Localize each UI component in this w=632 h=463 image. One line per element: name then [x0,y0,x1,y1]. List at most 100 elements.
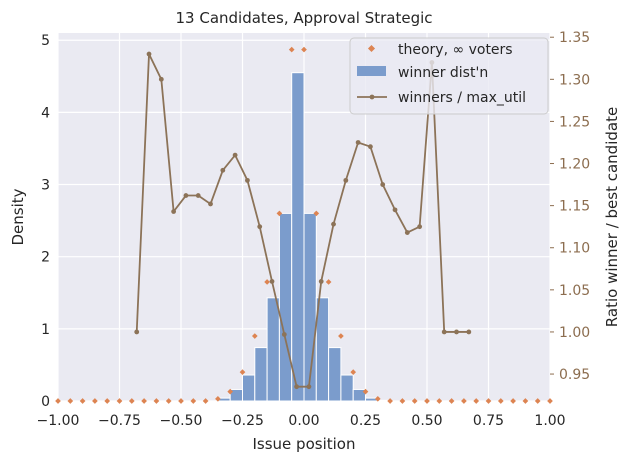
ticks-group: −1.00 −0.75 −0.50 −0.25 0.00 0.25 0.50 0.75 1.00… [37,30,591,429]
y2-tick-label-6: 1.25 [559,114,590,130]
ratio-point-26 [454,329,459,335]
ratio-point-13 [294,384,300,390]
x-tick-label-8: 1.00 [534,413,565,429]
theory-point-23 [338,333,344,339]
ratio-point-1 [146,51,152,57]
theory-point-4 [104,398,111,404]
theory-point-2 [79,398,86,404]
theory-point-40 [547,398,553,404]
theory-point-29 [411,398,418,404]
y2-tick-label-7: 1.30 [559,72,590,88]
ratio-point-20 [380,182,386,187]
legend-label-bars: winner dist'n [398,65,488,81]
chart-title: 13 Candidates, Approval Strategic [175,9,432,27]
theory-point-1 [67,398,74,404]
theory-point-3 [92,398,98,404]
theory-point-30 [424,398,430,404]
legend: theory, ∞ voters winner dist'n winners /… [349,37,549,115]
bar-3 [254,347,268,402]
ratio-point-10 [257,224,263,230]
x-axis-label: Issue position [253,435,356,453]
ratio-point-25 [441,329,447,335]
theory-point-33 [461,398,467,404]
theory-point-35 [485,398,492,404]
ratio-point-4 [183,193,189,198]
theory-point-7 [141,398,147,404]
ratio-point-11 [269,279,275,284]
y2-axis-label: Ratio winner / best candidate [603,107,621,327]
ratio-line-group [134,51,472,390]
theory-point-25 [362,388,369,395]
theory-point-12 [202,398,209,404]
y-tick-label-2: 2 [41,250,50,266]
y-tick-label-4: 4 [41,105,50,121]
theory-point-22 [325,279,332,285]
legend-label-theory: theory, ∞ voters [398,42,513,58]
theory-point-11 [190,398,197,404]
theory-point-6 [128,398,135,404]
theory-point-27 [387,398,393,404]
ratio-point-27 [466,329,472,335]
ratio-point-0 [134,329,140,335]
x-tick-label-2: −0.50 [160,413,203,429]
y2-tick-label-0: 0.95 [559,367,590,383]
y-tick-label-3: 3 [41,178,50,194]
theory-point-14 [227,388,234,395]
bar-11 [352,388,367,402]
theory-point-32 [448,398,455,404]
ratio-point-15 [318,279,324,284]
theory-point-9 [165,398,172,404]
y-tick-label-5: 5 [41,33,50,49]
theory-point-21 [313,210,320,217]
ratio-point-17 [343,177,349,183]
y-axis-label: Density [9,188,27,245]
ratio-point-23 [417,224,423,230]
y-tick-label-1: 1 [41,322,50,338]
theory-point-38 [522,398,529,404]
ratio-point-5 [195,193,201,198]
y2-tick-label-5: 1.20 [559,157,590,173]
ratio-point-21 [392,207,398,213]
legend-marker-theory [367,44,376,53]
ratio-point-2 [158,76,164,82]
bar-9 [328,347,342,402]
theory-point-26 [374,396,381,402]
theory-point-8 [153,398,160,404]
x-tick-label-3: −0.25 [221,413,264,429]
ratio-point-3 [171,209,177,214]
ratio-point-18 [355,140,361,145]
x-tick-label-6: 0.50 [411,413,442,429]
ratio-point-22 [404,230,410,235]
theory-point-10 [178,398,184,404]
legend-marker-line-dot [369,94,375,100]
bar-5 [278,212,293,402]
ratio-point-12 [281,332,287,337]
ratio-point-8 [232,152,238,158]
x-tick-label-0: −1.00 [37,413,80,429]
y-tick-label-0: 0 [41,394,50,410]
x-tick-label-7: 0.75 [473,413,504,429]
y2-tick-label-2: 1.05 [559,283,590,299]
bar-6 [291,72,305,402]
ratio-line [135,53,469,388]
y2-tick-label-4: 1.15 [559,199,590,215]
x-tick-label-5: 0.25 [350,413,381,429]
theory-point-16 [251,333,258,339]
theory-point-39 [534,398,541,404]
y2-tick-label-8: 1.35 [559,30,590,46]
ratio-point-16 [331,221,336,227]
ratio-point-19 [368,144,373,150]
x-tick-label-1: −0.75 [98,413,141,429]
legend-label-line: winners / max_util [398,90,526,106]
bar-2 [242,374,256,402]
theory-point-15 [239,369,246,375]
theory-point-17 [264,279,270,285]
theory-point-18 [276,210,283,217]
ratio-point-14 [306,384,312,390]
bar-4 [266,297,280,402]
theory-point-31 [436,398,443,404]
x-tick-label-4: 0.00 [288,413,319,429]
legend-box [349,37,549,115]
legend-marker-bars [357,66,386,76]
